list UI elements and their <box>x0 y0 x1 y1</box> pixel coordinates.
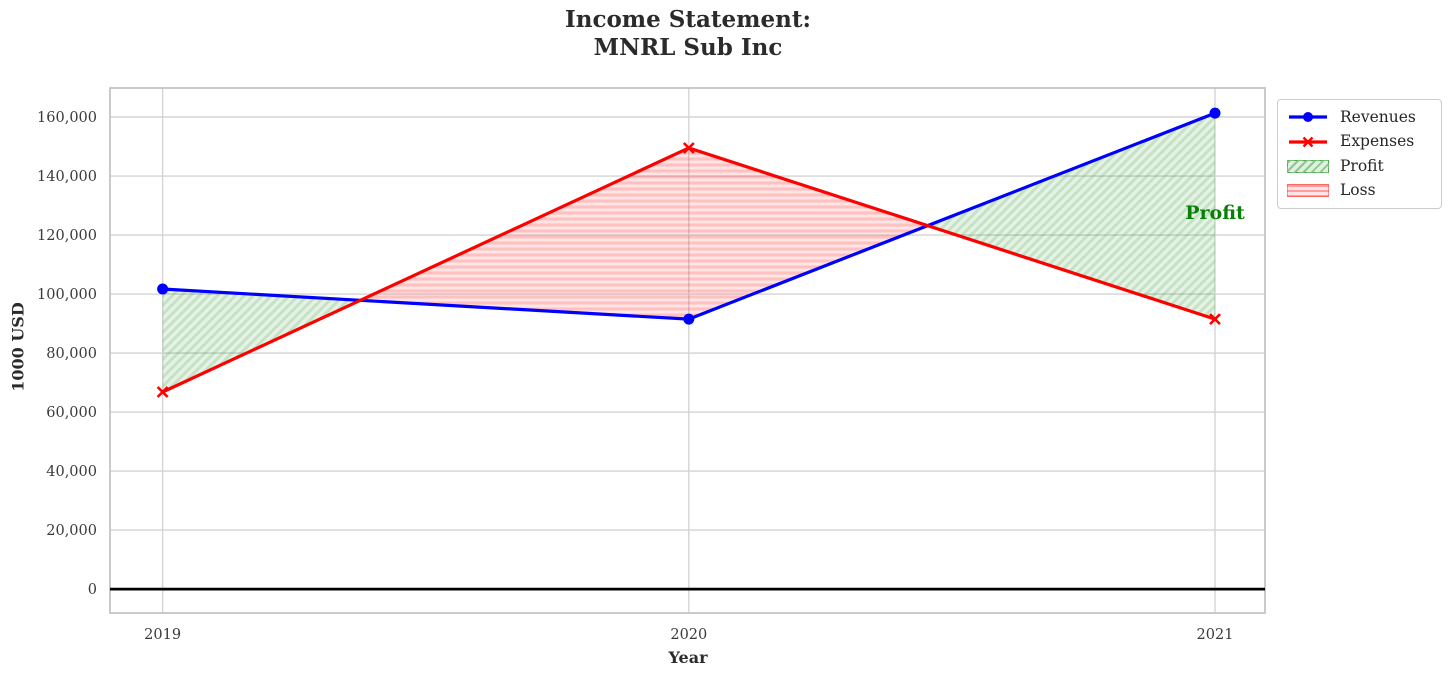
x-tick-label: 2020 <box>670 627 707 643</box>
y-tick-label: 100,000 <box>37 287 97 303</box>
loss-fill-region <box>688 147 928 320</box>
profit-annotation: Profit <box>1185 201 1245 224</box>
profit-patch-icon <box>1287 158 1329 174</box>
profit-fill-region <box>162 289 361 393</box>
y-tick-label: 120,000 <box>37 228 97 244</box>
expenses-line-icon <box>1287 134 1329 150</box>
legend-label-expenses: Expenses <box>1340 132 1415 150</box>
legend-row-profit: Profit <box>1287 154 1431 179</box>
chart-title-line1: Income Statement: <box>564 6 811 33</box>
loss-patch-icon <box>1287 183 1329 199</box>
chart-title: Income Statement: MNRL Sub Inc <box>110 6 1266 62</box>
x-tick-label: 2019 <box>144 627 181 643</box>
expenses-marker <box>156 386 169 398</box>
legend-row-expenses: Expenses <box>1287 130 1431 155</box>
legend-label-revenues: Revenues <box>1340 107 1416 126</box>
plot-border <box>109 87 1266 614</box>
expenses-marker <box>682 142 695 154</box>
y-tick-label: 20,000 <box>46 523 97 539</box>
profit-fill-region <box>927 113 1216 320</box>
legend-row-loss: Loss <box>1287 179 1431 204</box>
legend: Revenues Expenses Profit Loss <box>1277 99 1442 209</box>
revenues-marker <box>157 283 169 295</box>
y-tick-label: 0 <box>88 582 97 598</box>
x-axis-label: Year <box>668 648 708 667</box>
y-tick-label: 80,000 <box>46 346 97 362</box>
chart-title-line2: MNRL Sub Inc <box>593 34 783 61</box>
revenues-marker <box>1209 107 1221 119</box>
y-tick-label: 40,000 <box>46 464 97 480</box>
x-tick-label: 2021 <box>1197 627 1234 643</box>
y-tick-label: 60,000 <box>46 405 97 421</box>
y-tick-label: 160,000 <box>37 110 97 126</box>
revenues-marker <box>683 313 695 325</box>
loss-fill-region <box>360 147 689 320</box>
revenues-line-icon <box>1287 109 1329 125</box>
expenses-marker <box>1209 313 1221 326</box>
y-axis-label: 1000 USD <box>8 302 28 392</box>
y-tick-label: 140,000 <box>37 169 97 185</box>
legend-label-profit: Profit <box>1340 156 1384 175</box>
legend-row-revenues: Revenues <box>1287 105 1431 130</box>
legend-label-loss: Loss <box>1340 181 1376 199</box>
